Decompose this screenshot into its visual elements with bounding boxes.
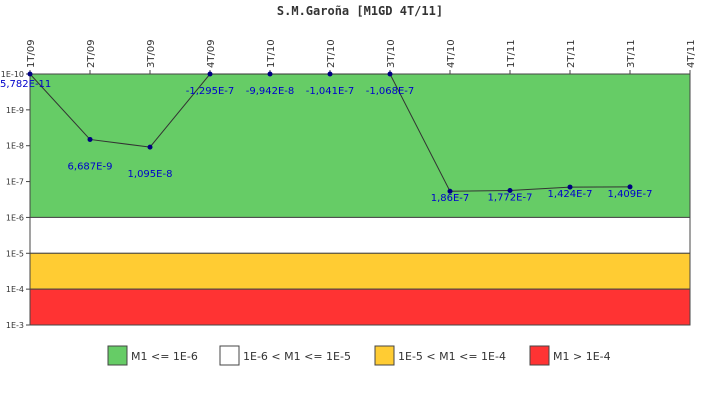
data-point-0 (27, 71, 33, 77)
y-tick-label-3: 1E-7 (6, 178, 24, 187)
x-tick-label-7: 4T/10 (446, 39, 457, 68)
y-tick-label-6: 1E-4 (6, 285, 24, 294)
x-tick-label-8: 1T/11 (506, 39, 517, 68)
data-label-2: 1,095E-8 (128, 169, 173, 180)
data-point-4 (267, 71, 273, 77)
data-label-4: -9,942E-8 (246, 86, 295, 97)
data-labels: 5,782E-11 6,687E-9 1,095E-8 -1,295E-7 -9,942… (0, 79, 652, 204)
y-tick-label-1: 1E-9 (6, 106, 24, 115)
legend: M1 <= 1E-6 1E-6 < M1 <= 1E-5 1E-5 < M1 <= … (107, 345, 611, 366)
x-tick-label-2: 3T/09 (146, 39, 157, 68)
legend-swatch-2 (374, 345, 395, 366)
x-tick-label-3: 4T/09 (206, 39, 217, 68)
y-tick-label-2: 1E-8 (6, 142, 24, 151)
risk-bands (29, 73, 691, 326)
band-2 (29, 252, 691, 290)
data-label-7: 1,86E-7 (431, 193, 470, 204)
legend-label-0: M1 <= 1E-6 (131, 350, 198, 363)
data-point-5 (327, 71, 333, 77)
data-label-9: 1,424E-7 (548, 189, 593, 200)
legend-label-3: M1 > 1E-4 (553, 350, 611, 363)
data-point-3 (207, 71, 213, 77)
data-label-8: 1,772E-7 (488, 192, 533, 203)
data-label-0: 5,782E-11 (0, 79, 51, 90)
y-tick-label-4: 1E-6 (6, 213, 24, 222)
series-line (27, 71, 633, 194)
data-point-7 (447, 188, 453, 194)
y-tick-label-7: 1E-3 (6, 321, 24, 330)
data-point-6 (387, 71, 393, 77)
band-3 (29, 288, 691, 326)
legend-label-1: 1E-6 < M1 <= 1E-5 (243, 350, 351, 363)
data-point-9 (567, 184, 573, 190)
data-point-10 (627, 184, 633, 190)
x-tick-label-5: 2T/10 (326, 39, 337, 68)
x-axis: 1T/09 2T/09 3T/09 4T/09 1T/10 2T/10 3T/10 4T/10… (26, 39, 697, 74)
band-1 (29, 216, 691, 254)
data-label-10: 1,409E-7 (608, 189, 653, 200)
data-label-3: -1,295E-7 (186, 86, 235, 97)
legend-swatch-1 (219, 345, 240, 366)
legend-swatch-0 (107, 345, 128, 366)
chart-title: S.M.Garoña [M1GD 4T/11] (277, 4, 443, 18)
x-tick-label-10: 3T/11 (626, 39, 637, 68)
data-point-1 (87, 136, 93, 142)
x-tick-label-1: 2T/09 (86, 39, 97, 68)
data-label-6: -1,068E-7 (366, 86, 415, 97)
y-tick-label-5: 1E-5 (6, 249, 24, 258)
x-tick-label-9: 2T/11 (566, 39, 577, 68)
y-axis: 1E-10 1E-9 1E-8 1E-7 1E-6 1E-5 1E-4 1E-3 (1, 70, 30, 330)
legend-label-2: 1E-5 < M1 <= 1E-4 (398, 350, 506, 363)
x-tick-label-0: 1T/09 (26, 39, 37, 68)
x-tick-label-11: 4T/11 (686, 39, 697, 68)
legend-swatch-3 (529, 345, 550, 366)
data-point-2 (147, 144, 153, 150)
data-label-1: 6,687E-9 (68, 161, 113, 172)
x-tick-label-4: 1T/10 (266, 39, 277, 68)
data-point-8 (507, 187, 513, 193)
y-tick-label-0: 1E-10 (1, 70, 24, 79)
x-tick-label-6: 3T/10 (386, 39, 397, 68)
data-label-5: -1,041E-7 (306, 86, 355, 97)
